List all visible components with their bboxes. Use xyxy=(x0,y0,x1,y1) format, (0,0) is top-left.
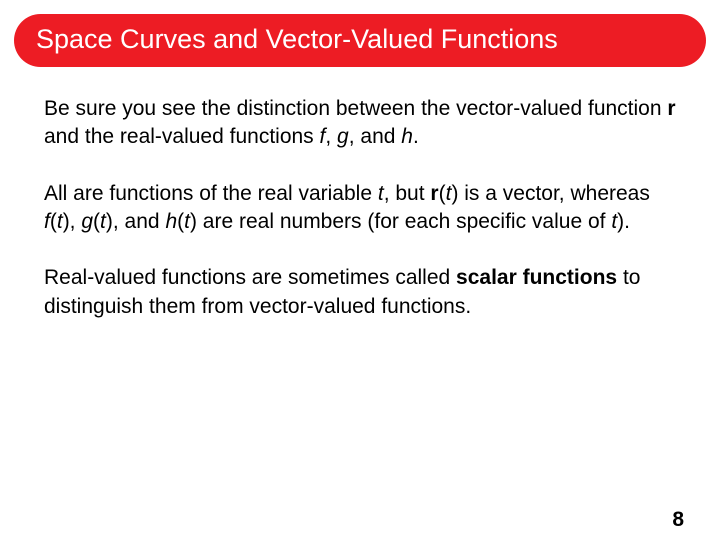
text: ( xyxy=(439,182,446,205)
term-scalar-functions: scalar functions xyxy=(456,266,617,289)
text: , but xyxy=(384,182,431,205)
paragraph-1: Be sure you see the distinction between … xyxy=(44,95,676,152)
text: and the real-valued functions xyxy=(44,125,320,148)
paragraph-3: Real-valued functions are sometimes call… xyxy=(44,264,676,321)
text: All are functions of the real variable xyxy=(44,182,378,205)
text: Be sure you see the distinction between … xyxy=(44,97,667,120)
func-h: h xyxy=(165,210,177,233)
paragraph-2: All are functions of the real variable t… xyxy=(44,180,676,237)
func-g: g xyxy=(337,125,349,148)
page-number: 8 xyxy=(672,508,684,532)
text: Real-valued functions are sometimes call… xyxy=(44,266,456,289)
slide-body: Be sure you see the distinction between … xyxy=(0,67,720,321)
vector-r: r xyxy=(430,182,438,205)
text: ) are real numbers (for each specific va… xyxy=(190,210,611,233)
text: . xyxy=(413,125,419,148)
text: ) is a vector, whereas xyxy=(451,182,649,205)
text: ). xyxy=(617,210,630,233)
slide-title: Space Curves and Vector-Valued Functions xyxy=(14,14,706,67)
text: ), and xyxy=(106,210,166,233)
func-h: h xyxy=(401,125,413,148)
vector-r: r xyxy=(667,97,675,120)
text: , xyxy=(325,125,337,148)
text: , and xyxy=(349,125,402,148)
text: ( xyxy=(50,210,57,233)
func-g: g xyxy=(81,210,93,233)
text: ( xyxy=(93,210,100,233)
text: ), xyxy=(63,210,82,233)
